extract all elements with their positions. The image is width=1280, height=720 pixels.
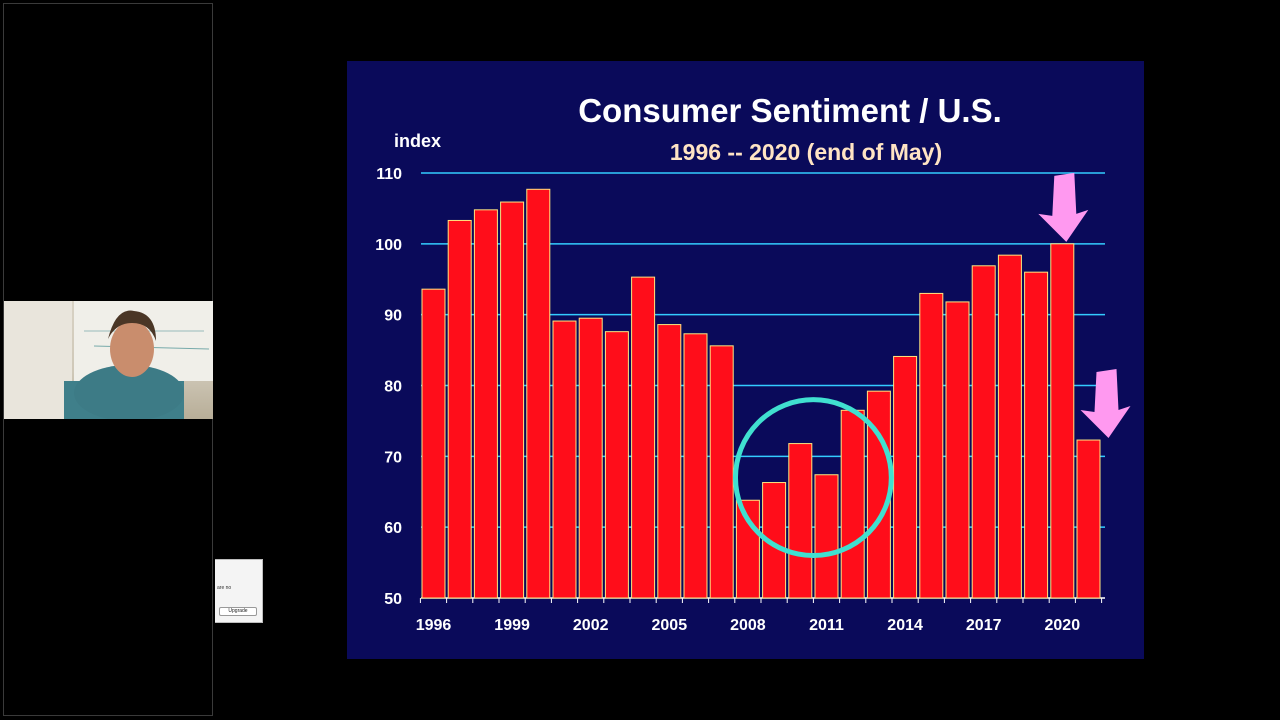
bar-1999 [500,201,525,599]
x-tick-label-2020: 2020 [1045,617,1081,634]
x-tick-label-2002: 2002 [573,617,609,634]
bar-2007 [709,345,734,599]
x-tick-label-2014: 2014 [887,617,923,634]
bar-2018 [997,254,1022,599]
y-tick-label-80: 80 [384,379,402,396]
bar-2002 [578,317,603,599]
annotations [732,172,1131,559]
axis-ticks: 50 60 70 80 90 100 110 1996 1999 2002 2005 2008 2011… [375,166,1103,634]
bar-1996 [421,288,446,599]
bar-2003 [604,331,629,599]
bar-2006 [683,333,708,599]
bar-1997 [447,219,472,599]
x-tick-label-2005: 2005 [652,617,688,634]
webcam-video [4,301,213,419]
bar-2019 [1024,271,1049,599]
chart-title: Consumer Sentiment / U.S. [578,92,1002,129]
highlight-circle [732,397,894,559]
upgrade-button[interactable]: Upgrade [219,607,257,616]
bar-2012 [840,409,865,599]
bar-2005 [657,324,682,599]
bar-2009 [762,482,787,599]
x-tick-label-2008: 2008 [730,617,766,634]
bar-2004 [631,276,656,599]
x-tick-label-1996: 1996 [416,617,452,634]
chart: Consumer Sentiment / U.S. 1996 -- 2020 (… [375,92,1131,634]
y-tick-label-90: 90 [384,308,402,325]
bar-2010 [788,443,813,599]
presenter-image [4,301,213,419]
bar-1998 [473,209,498,599]
arrow-2 [1080,369,1131,439]
bar-2014 [893,355,918,599]
presentation-slide: Consumer Sentiment / U.S. 1996 -- 2020 (… [347,61,1144,659]
bar-2008 [735,499,760,599]
chart-subtitle: 1996 -- 2020 (end of May) [670,139,942,165]
x-tick-label-2011: 2011 [809,617,844,634]
y-tick-label-50: 50 [384,591,402,608]
bar-2016 [945,301,970,599]
y-tick-label-70: 70 [384,449,402,466]
bar-2017 [971,265,996,599]
x-tick-label-2017: 2017 [966,617,1002,634]
bar-2015 [919,292,944,599]
bar-series [421,188,1101,599]
y-tick-label-100: 100 [375,237,402,254]
upgrade-notice: are no Upgrade [215,559,263,623]
y-tick-label-60: 60 [384,520,402,537]
arrow-1 [1038,172,1089,242]
bar-2001 [552,320,577,599]
notice-text: are no [217,585,232,591]
bar-2020 [1050,243,1075,599]
y-tick-label-110: 110 [376,166,402,183]
x-tick-label-1999: 1999 [494,617,530,634]
y-axis-label: index [394,131,441,151]
bar-2011 [814,474,839,599]
bar-2020 (May) [1076,439,1101,599]
bar-2000 [526,188,551,599]
